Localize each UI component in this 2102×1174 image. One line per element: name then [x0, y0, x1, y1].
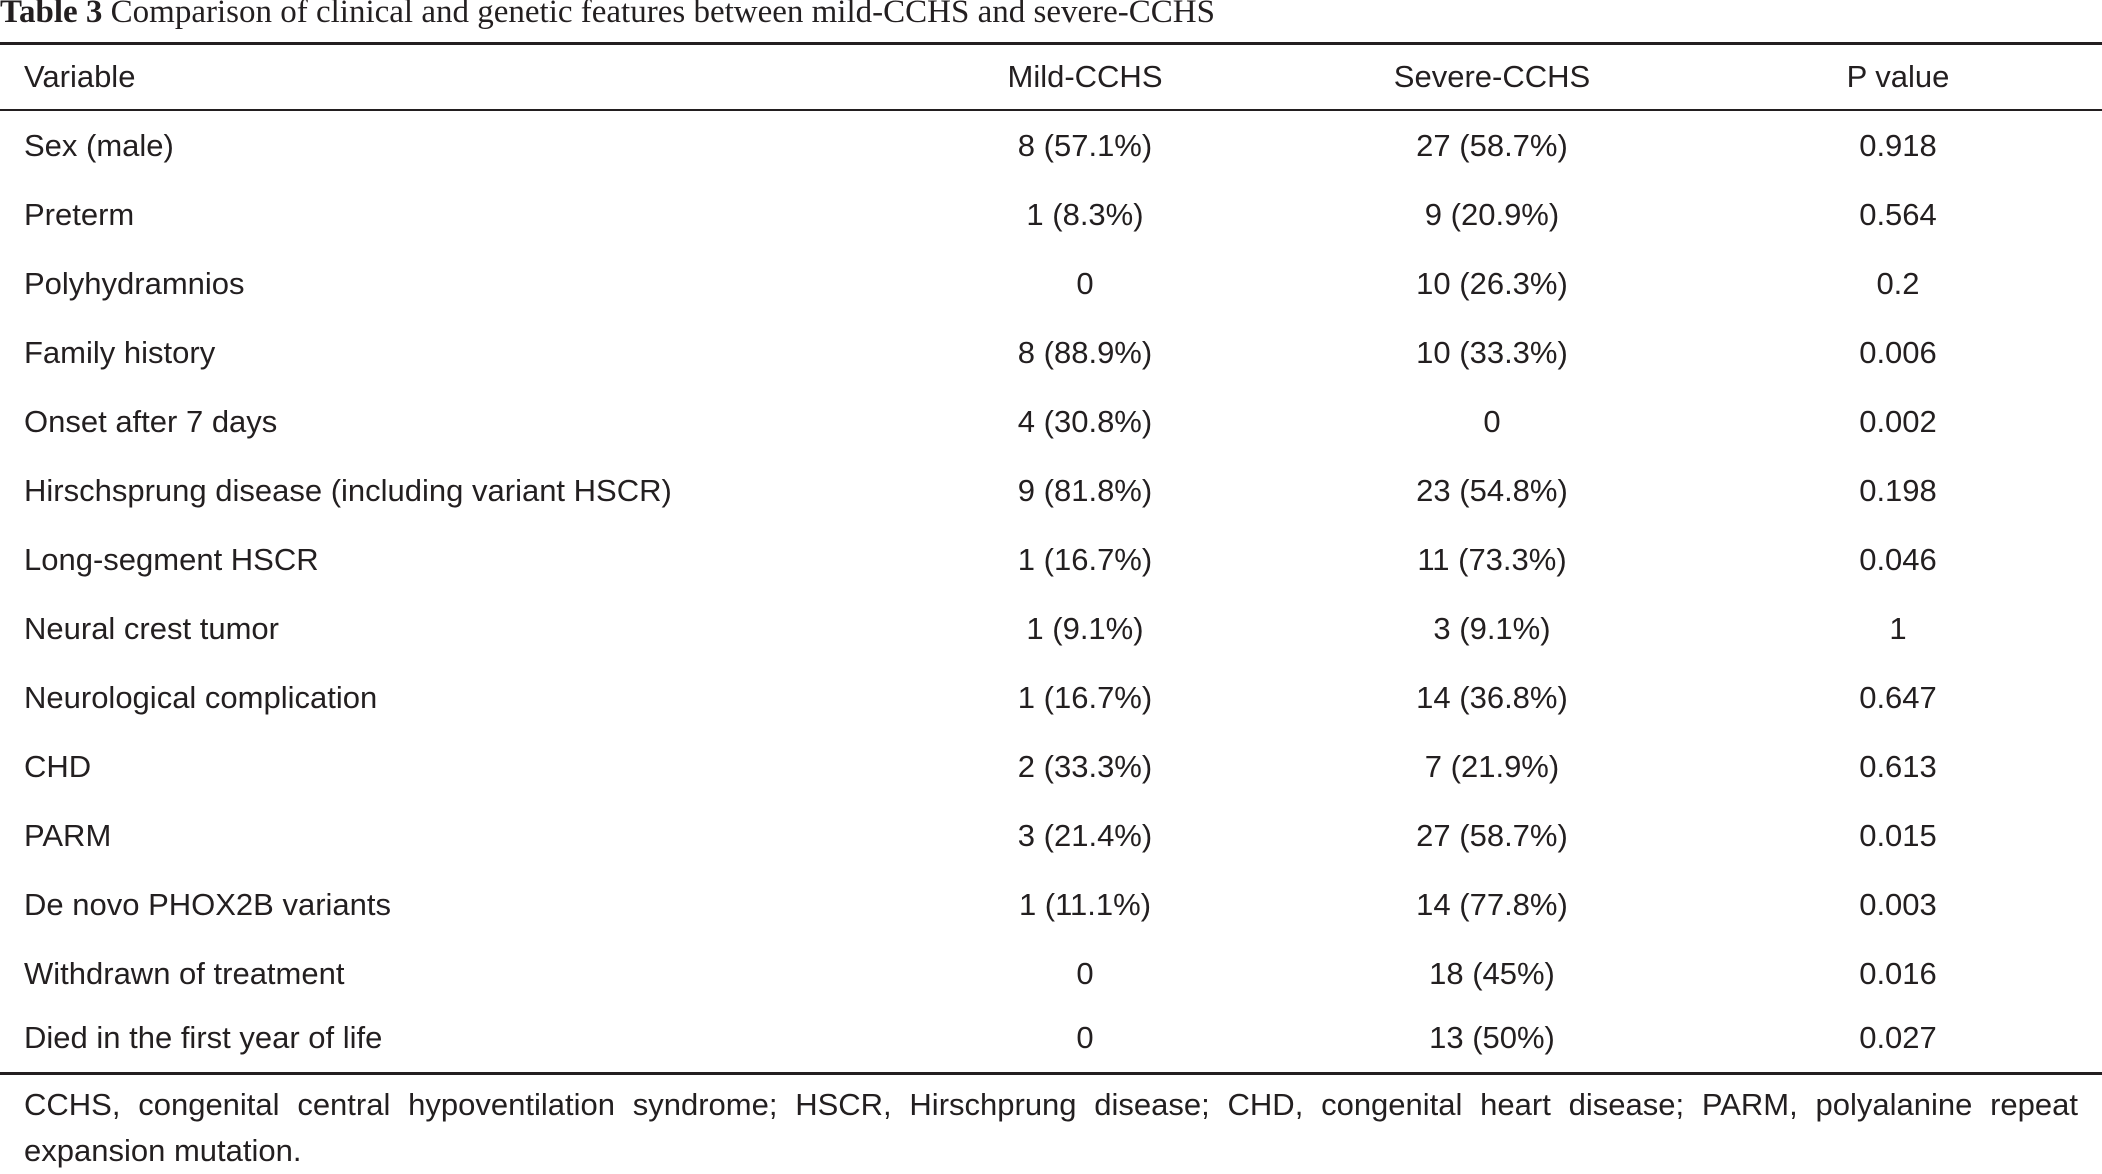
- table-row: Preterm 1 (8.3%) 9 (20.9%) 0.564: [0, 180, 2102, 249]
- cell-p-value: 1: [1889, 611, 1907, 646]
- cell-variable: Neurological complication: [24, 680, 378, 715]
- table-top-rule: [0, 42, 2102, 45]
- cell-p-value: 0.918: [1859, 128, 1937, 163]
- cell-variable: Sex (male): [24, 128, 174, 163]
- cell-variable: Withdrawn of treatment: [24, 956, 345, 991]
- cell-variable: De novo PHOX2B variants: [24, 887, 392, 922]
- cell-variable: CHD: [24, 749, 92, 784]
- header-severe-cchs: Severe-CCHS: [1393, 59, 1591, 94]
- cell-variable: Hirschsprung disease (including variant …: [24, 473, 672, 508]
- cell-variable: Polyhydramnios: [24, 266, 245, 301]
- cell-severe: 11 (73.3%): [1417, 542, 1567, 577]
- cell-severe: 10 (26.3%): [1416, 266, 1568, 301]
- cell-p-value: 0.006: [1859, 335, 1937, 370]
- table-caption-text: Comparison of clinical and genetic featu…: [110, 0, 1215, 30]
- cell-mild: 1 (16.7%): [1017, 680, 1153, 715]
- cell-severe: 7 (21.9%): [1424, 749, 1560, 784]
- cell-severe: 14 (36.8%): [1416, 680, 1568, 715]
- cell-variable: Preterm: [24, 197, 135, 232]
- table-row: Died in the first year of life 0 13 (50%…: [0, 1003, 2102, 1072]
- cell-p-value: 0.647: [1859, 680, 1937, 715]
- table-footnote: CCHS, congenital central hypoventilation…: [24, 1087, 2078, 1168]
- table-row: PARM 3 (21.4%) 27 (58.7%) 0.015: [0, 801, 2102, 870]
- cell-variable: Onset after 7 days: [24, 404, 278, 439]
- cell-p-value: 0.564: [1859, 197, 1937, 232]
- table-row: CHD 2 (33.3%) 7 (21.9%) 0.613: [0, 732, 2102, 801]
- cell-p-value: 0.198: [1859, 473, 1937, 508]
- cell-p-value: 0.613: [1859, 749, 1937, 784]
- cell-p-value: 0.015: [1859, 818, 1937, 853]
- header-p-value: P value: [1846, 59, 1950, 94]
- table-row: Withdrawn of treatment 0 18 (45%) 0.016: [0, 939, 2102, 1008]
- cell-severe: 9 (20.9%): [1424, 197, 1560, 232]
- cell-mild: 8 (57.1%): [1017, 128, 1153, 163]
- table-row: De novo PHOX2B variants 1 (11.1%) 14 (77…: [0, 870, 2102, 939]
- cell-mild: 9 (81.8%): [1017, 473, 1153, 508]
- table-header-rule: [0, 109, 2102, 111]
- table-row: Neural crest tumor 1 (9.1%) 3 (9.1%) 1: [0, 594, 2102, 663]
- cell-severe: 27 (58.7%): [1416, 128, 1568, 163]
- cell-mild: 0: [1076, 1020, 1094, 1055]
- cell-mild: 8 (88.9%): [1017, 335, 1153, 370]
- cell-severe: 14 (77.8%): [1416, 887, 1568, 922]
- header-mild-cchs: Mild-CCHS: [1007, 59, 1163, 94]
- table-caption-label: Table 3: [0, 0, 103, 30]
- cell-mild: 1 (9.1%): [1026, 611, 1144, 646]
- cell-mild: 3 (21.4%): [1017, 818, 1153, 853]
- cell-p-value: 0.016: [1859, 956, 1937, 991]
- cell-p-value: 0.027: [1859, 1020, 1937, 1055]
- cell-mild: 0: [1076, 266, 1094, 301]
- cell-mild: 1 (16.7%): [1017, 542, 1153, 577]
- cell-variable: PARM: [24, 818, 112, 853]
- cell-p-value: 0.003: [1859, 887, 1937, 922]
- cell-severe: 18 (45%): [1429, 956, 1555, 991]
- cell-mild: 2 (33.3%): [1017, 749, 1153, 784]
- table-row: Family history 8 (88.9%) 10 (33.3%) 0.00…: [0, 318, 2102, 387]
- cell-severe: 10 (33.3%): [1416, 335, 1568, 370]
- cell-mild: 0: [1076, 956, 1094, 991]
- table-row: Neurological complication 1 (16.7%) 14 (…: [0, 663, 2102, 732]
- cell-variable: Long-segment HSCR: [24, 542, 319, 577]
- cell-p-value: 0.002: [1859, 404, 1937, 439]
- cell-severe: 27 (58.7%): [1416, 818, 1568, 853]
- cell-variable: Family history: [24, 335, 216, 370]
- table-row: Sex (male) 8 (57.1%) 27 (58.7%) 0.918: [0, 111, 2102, 180]
- table-row: Hirschsprung disease (including variant …: [0, 456, 2102, 525]
- cell-severe: 23 (54.8%): [1416, 473, 1568, 508]
- cell-severe: 3 (9.1%): [1433, 611, 1551, 646]
- table-row: Onset after 7 days 4 (30.8%) 0 0.002: [0, 387, 2102, 456]
- table-header-row: Variable Mild-CCHS Severe-CCHS P value: [0, 42, 2102, 111]
- cell-p-value: 0.046: [1859, 542, 1937, 577]
- cell-mild: 1 (8.3%): [1026, 197, 1144, 232]
- table-caption: Table 3 Comparison of clinical and genet…: [0, 0, 1215, 36]
- cell-severe: 0: [1483, 404, 1501, 439]
- cell-severe: 13 (50%): [1429, 1020, 1555, 1055]
- cell-mild: 4 (30.8%): [1017, 404, 1153, 439]
- table-row: Polyhydramnios 0 10 (26.3%) 0.2: [0, 249, 2102, 318]
- cell-variable: Neural crest tumor: [24, 611, 279, 646]
- table-bottom-rule: [0, 1072, 2102, 1075]
- cell-mild: 1 (11.1%): [1018, 887, 1152, 922]
- cell-variable: Died in the first year of life: [24, 1020, 383, 1055]
- cell-p-value: 0.2: [1876, 266, 1920, 301]
- header-variable: Variable: [24, 59, 136, 94]
- table-row: Long-segment HSCR 1 (16.7%) 11 (73.3%) 0…: [0, 525, 2102, 594]
